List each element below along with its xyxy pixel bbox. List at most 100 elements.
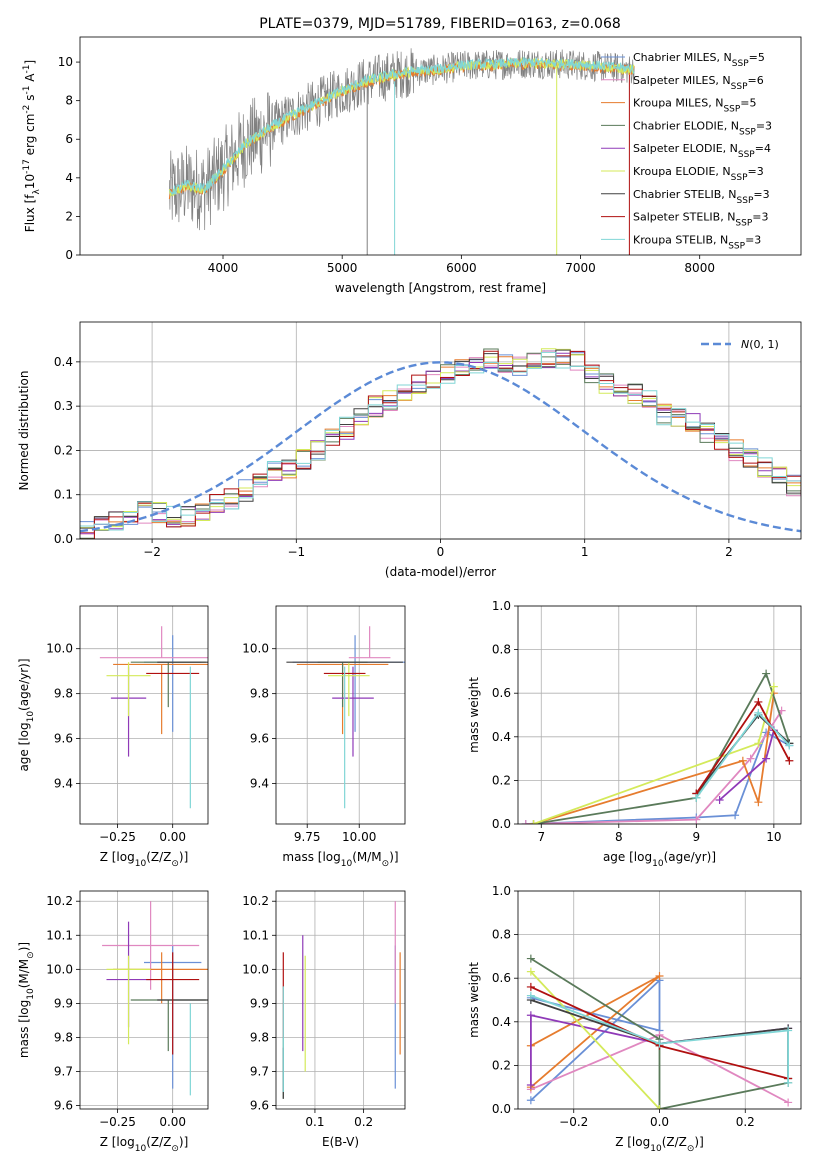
y-tick-label: 0.6	[492, 971, 511, 985]
spectrum-legend: Chabrier MILES, NSSP=5 Salpeter MILES, NS…	[601, 51, 772, 251]
y-tick-label: 10.1	[242, 928, 269, 942]
mass-weight-point-marker	[526, 991, 535, 1000]
panel-spectrum: 4000 5000 6000 7000 8000 0 2 4 6 8 10 wavelength [A…	[22, 36, 802, 295]
x-tick-label: 10.00	[342, 830, 376, 844]
residual-legend: N(0, 1)	[701, 338, 779, 351]
mass-weight-point-marker	[754, 739, 763, 748]
y-tick-label: 10.2	[242, 894, 269, 908]
y-tick-label: 0.2	[492, 773, 511, 787]
mass-weight-series-line	[530, 971, 661, 1109]
mass-weight-point-marker	[762, 754, 771, 763]
x-tick-label: 9.75	[294, 830, 321, 844]
y-tick-label: 9.9	[54, 996, 73, 1010]
mass-weight-point-marker	[784, 1098, 793, 1107]
mass-weight-point-marker	[754, 708, 763, 717]
mass-weight-point-marker	[746, 754, 755, 763]
y-tick-label: 10	[58, 55, 73, 69]
x-axis-label: Z [log10(Z/Z⊙)]	[100, 1135, 189, 1154]
x-axis-label: (data-model)/error	[385, 565, 496, 579]
plot-area	[521, 669, 794, 824]
x-tick-label: 4000	[208, 261, 239, 275]
y-tick-label: 10.0	[242, 962, 269, 976]
y-tick-label: 0.2	[54, 443, 73, 457]
mass-weight-point-marker	[526, 1081, 535, 1090]
plot-area	[99, 626, 208, 809]
mass-weight-series-line	[533, 671, 791, 824]
mass-weight-series-line	[530, 994, 789, 1083]
mass-weight-point-marker	[754, 798, 763, 807]
legend-entry-label: Salpeter STELIB, NSSP=3	[633, 211, 769, 229]
legend-entry-label: Chabrier MILES, NSSP=5	[633, 51, 765, 69]
axes-frame	[79, 605, 209, 825]
x-tick-label: 8000	[684, 261, 715, 275]
panel-mass-weight-vs-age: 7 8 9 10 0.0 0.2 0.4 0.6 0.8 1.0 age [log10(age/yr…	[467, 599, 802, 869]
plot-area	[286, 626, 405, 809]
y-tick-label: 10.2	[46, 894, 73, 908]
mass-weight-point-marker	[692, 815, 701, 824]
legend-entry-label: Chabrier ELODIE, NSSP=3	[633, 119, 772, 137]
y-tick-label: 0.4	[492, 730, 511, 744]
plot-area	[80, 348, 801, 539]
y-tick-label: 8	[65, 94, 73, 108]
mass-weight-point-marker	[521, 820, 530, 824]
y-tick-label: 9.7	[250, 1065, 269, 1079]
mass-weight-point-marker	[655, 1039, 664, 1048]
legend-entry-label: Kroupa STELIB, NSSP=3	[633, 233, 761, 251]
y-tick-label: 0.8	[492, 928, 511, 942]
panel-mass-vs-Z: −0.25 0.00 9.6 9.7 9.8 9.9 10.0 10.1 10.2 Z [log1…	[17, 890, 209, 1154]
axes-frame	[275, 890, 406, 1110]
axes-frame	[517, 890, 802, 1110]
y-tick-label: 9.6	[250, 1099, 269, 1113]
y-tick-label: 9.7	[54, 1065, 73, 1079]
plot-area	[168, 48, 635, 255]
x-tick-label: 1	[581, 545, 589, 559]
mass-weight-point-marker	[731, 811, 740, 820]
y-tick-label: 1.0	[492, 599, 511, 613]
y-axis-label: mass weight	[467, 962, 481, 1038]
y-tick-label: 2	[65, 209, 73, 223]
x-tick-label: 0.1	[305, 1115, 324, 1129]
y-tick-label: 0.8	[492, 643, 511, 657]
y-tick-label: 0.0	[492, 817, 511, 831]
x-tick-label: 7	[537, 830, 545, 844]
axes-frame	[79, 890, 209, 1110]
x-axis-label: mass [log10(M/M⊙)]	[282, 850, 398, 869]
y-tick-label: 10.0	[46, 642, 73, 656]
y-tick-label: 10.1	[46, 928, 73, 942]
mass-weight-point-marker	[715, 796, 724, 805]
x-tick-label: −0.25	[99, 1115, 136, 1129]
y-axis-label: Flux [fλ10-17 erg cm-2 s-1 A-1]	[22, 60, 42, 232]
x-tick-label: 8	[615, 830, 623, 844]
y-tick-label: 9.6	[250, 732, 269, 746]
normal-distribution-line	[80, 361, 801, 533]
figure-title: PLATE=0379, MJD=51789, FIBERID=0163, z=0…	[259, 16, 621, 32]
panel-age-vs-Z: −0.25 0.00 9.4 9.6 9.8 10.0 Z [log10(Z/Z⊙)] age…	[17, 605, 209, 869]
y-tick-label: 10.0	[46, 962, 73, 976]
mass-weight-point-marker	[526, 982, 535, 991]
legend-entry-label: Chabrier STELIB, NSSP=3	[633, 188, 770, 206]
y-axis-label: mass weight	[467, 677, 481, 753]
x-axis-label: E(B-V)	[322, 1135, 359, 1149]
mass-weight-point-marker	[526, 1011, 535, 1020]
y-tick-label: 9.8	[250, 1030, 269, 1044]
mass-weight-series-line	[530, 957, 789, 1109]
axes-frame	[275, 605, 406, 825]
x-tick-label: 0.2	[736, 1115, 755, 1129]
y-tick-label: 0	[65, 248, 73, 262]
y-tick-label: 4	[65, 171, 73, 185]
y-tick-label: 6	[65, 132, 73, 146]
y-tick-label: 9.9	[250, 996, 269, 1010]
mass-weight-point-marker	[529, 820, 538, 824]
legend-entry-label: Salpeter MILES, NSSP=6	[633, 74, 764, 92]
y-tick-label: 0.4	[54, 355, 73, 369]
y-tick-label: 1.0	[492, 884, 511, 898]
y-tick-label: 0.4	[492, 1015, 511, 1029]
mass-weight-point-marker	[655, 972, 664, 981]
legend-entry-label: N(0, 1)	[741, 338, 779, 351]
y-tick-label: 9.6	[54, 1099, 73, 1113]
y-tick-label: 0.1	[54, 488, 73, 502]
x-tick-label: −2	[143, 545, 161, 559]
mass-weight-series-line	[533, 693, 775, 824]
